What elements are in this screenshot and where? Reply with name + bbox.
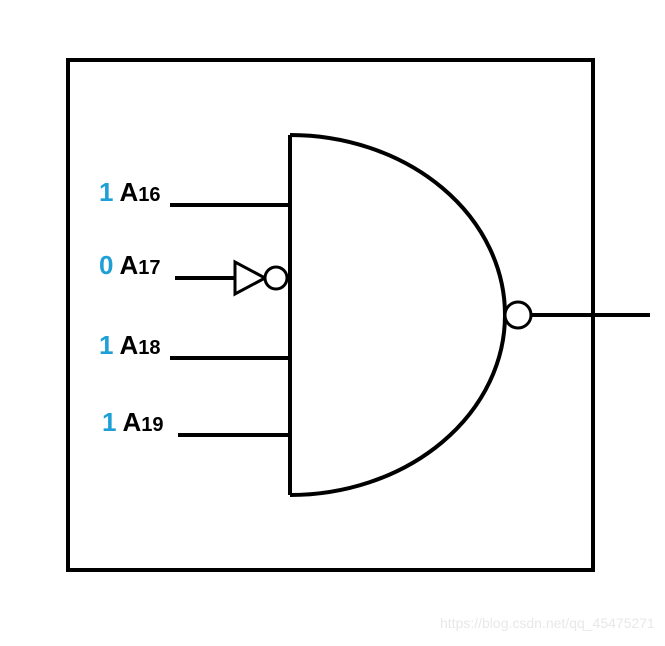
input-label-2: 1A18	[99, 330, 161, 361]
inverter-triangle-1	[235, 262, 265, 294]
input-name-2: A	[119, 330, 138, 361]
input-value-3: 1	[102, 407, 116, 438]
logic-gate-svg	[0, 0, 665, 641]
input-subscript-1: 17	[138, 257, 160, 280]
watermark-text: https://blog.csdn.net/qq_45475271	[440, 615, 655, 631]
input-label-0: 1A16	[99, 177, 161, 208]
input-value-1: 0	[99, 250, 113, 281]
input-name-0: A	[119, 177, 138, 208]
gate-body	[290, 135, 505, 495]
input-name-3: A	[122, 407, 141, 438]
input-subscript-2: 18	[138, 337, 160, 360]
input-value-0: 1	[99, 177, 113, 208]
input-label-3: 1A19	[102, 407, 164, 438]
input-name-1: A	[119, 250, 138, 281]
input-subscript-3: 19	[141, 414, 163, 437]
input-label-1: 0A17	[99, 250, 161, 281]
diagram-canvas: 1A160A171A181A19 https://blog.csdn.net/q…	[0, 0, 665, 641]
output-bubble	[505, 302, 531, 328]
input-subscript-0: 16	[138, 184, 160, 207]
inverter-bubble-1	[265, 267, 287, 289]
input-value-2: 1	[99, 330, 113, 361]
